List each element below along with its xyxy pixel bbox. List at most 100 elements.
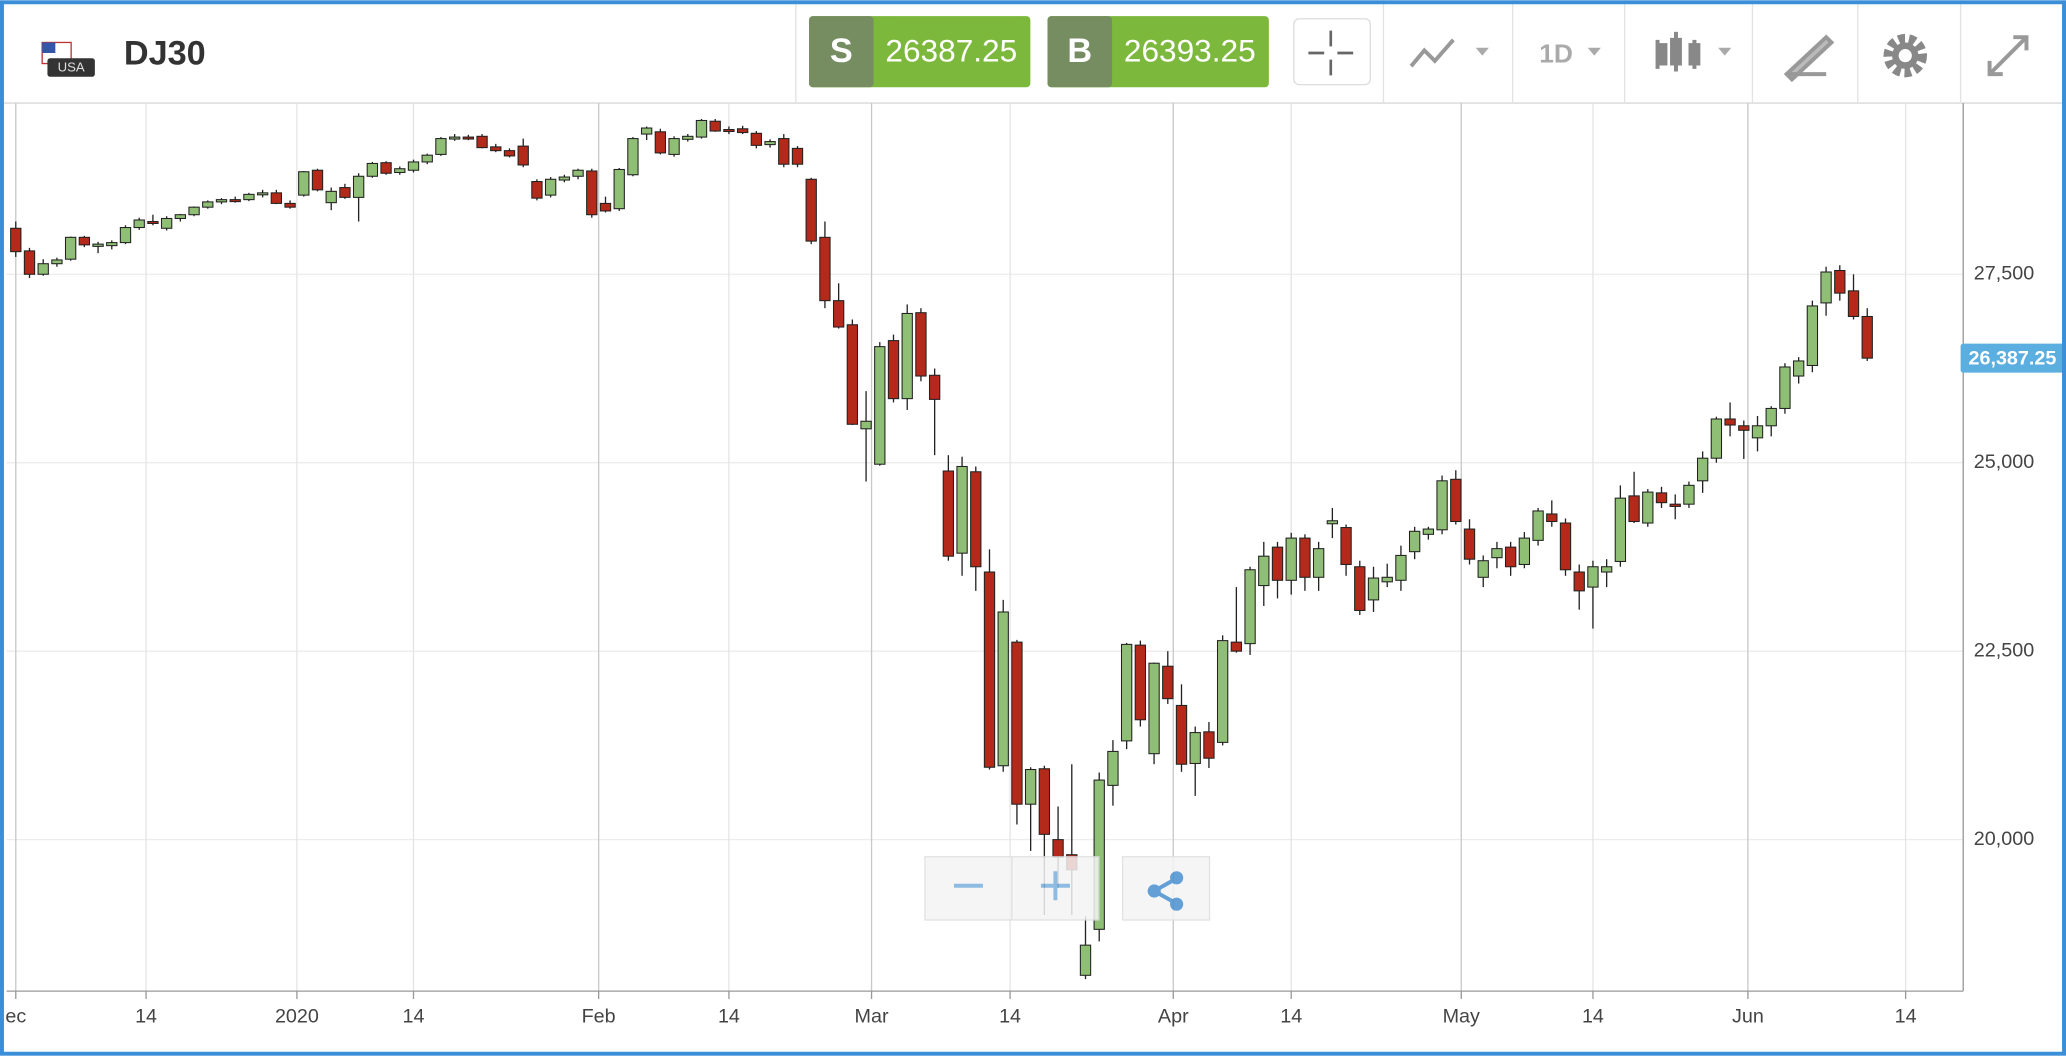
x-tick-label: May — [1443, 1006, 1480, 1028]
candle-body — [1834, 269, 1846, 294]
candle-body — [64, 236, 77, 260]
timeframe-button[interactable]: 1D — [1539, 39, 1601, 69]
candle-body — [1532, 510, 1544, 541]
candle-body — [394, 168, 406, 174]
settings-icon — [1883, 33, 1927, 78]
candle-body — [1038, 768, 1051, 835]
candle-body — [1271, 546, 1284, 581]
candle-body — [1504, 546, 1517, 568]
y-tick-label: 22,500 — [1974, 639, 2034, 661]
candle-body — [1381, 576, 1393, 583]
draw-icon — [1783, 34, 1835, 83]
separators — [1382, 0, 1962, 104]
candle-body — [284, 202, 296, 208]
share-button[interactable] — [1121, 856, 1211, 921]
candle-body — [1847, 290, 1860, 318]
fullscreen-button[interactable] — [1987, 35, 2029, 77]
candle-body — [366, 162, 379, 177]
candle-body — [256, 192, 269, 196]
candle-body — [586, 170, 598, 216]
crosshair-button[interactable] — [1293, 18, 1371, 86]
candle-body — [1052, 839, 1064, 858]
candle-body — [352, 175, 365, 198]
candle-body — [160, 217, 173, 229]
buy-button[interactable]: B 26393.25 — [1047, 16, 1269, 88]
candle-body — [668, 138, 680, 155]
candle-body — [1354, 566, 1366, 611]
candle-body — [1244, 569, 1256, 645]
candle-body — [1751, 425, 1764, 439]
candle-body — [531, 181, 543, 199]
candle-body — [846, 324, 859, 425]
candle-body — [819, 236, 831, 302]
candle-body — [407, 161, 420, 171]
indicator-button[interactable] — [1409, 38, 1489, 68]
candle-body — [928, 374, 941, 400]
candle-body — [1395, 554, 1407, 581]
x-tick-label: Jun — [1732, 1006, 1764, 1028]
candle-body — [1285, 537, 1297, 581]
candle-body — [325, 190, 337, 204]
x-tick-label: Mar — [855, 1006, 889, 1028]
candle-body — [1093, 779, 1105, 930]
candle-body — [983, 571, 996, 768]
candle-body — [106, 242, 118, 247]
share-dot — [1147, 884, 1161, 898]
candle-body — [229, 199, 241, 203]
crosshair-bg — [1293, 18, 1371, 86]
draw-button[interactable] — [1783, 34, 1835, 83]
candle-body — [942, 470, 955, 557]
candle-body — [1861, 315, 1873, 359]
x-tick-label: 14 — [403, 1006, 425, 1028]
candle-body — [1696, 457, 1709, 482]
zoom-in-button[interactable] — [1011, 856, 1100, 921]
candle-body — [23, 250, 36, 275]
candle-body — [380, 162, 392, 174]
candle-body — [1408, 530, 1421, 553]
share-dot — [1170, 871, 1184, 885]
candle-body — [1326, 520, 1339, 525]
candle-body — [1559, 522, 1572, 571]
candle-body — [1491, 548, 1503, 559]
settings-button[interactable] — [1883, 33, 1927, 78]
candle-body — [997, 611, 1009, 767]
candle-body — [119, 227, 132, 244]
buy-letter-bg — [1047, 16, 1113, 88]
settings-hole — [1898, 49, 1912, 63]
candle-body — [1079, 944, 1092, 976]
y-tick-label: 20,000 — [1974, 828, 2034, 850]
candle-body — [1134, 644, 1147, 721]
chart-type-button[interactable] — [1655, 31, 1732, 72]
candle-body — [435, 138, 447, 155]
candle-body — [147, 220, 159, 225]
candle-body — [695, 119, 708, 138]
dropdown-arrow — [1587, 47, 1601, 56]
x-tick-label: 14 — [1895, 1006, 1917, 1028]
share-bg — [1121, 856, 1211, 921]
symbol: DJ30 — [124, 35, 206, 73]
candle-body — [640, 127, 653, 135]
buy-letter: B — [1067, 32, 1092, 70]
candle-body — [654, 131, 667, 154]
sell-button[interactable]: S 26387.25 — [809, 16, 1031, 88]
candle-body — [1024, 768, 1037, 805]
dropdown-arrow — [1475, 47, 1489, 56]
flag: USA — [41, 41, 95, 77]
candle-body — [805, 178, 817, 242]
zoom-out-button[interactable] — [924, 856, 1013, 921]
candle-body — [339, 187, 351, 198]
y-tick-label: 27,500 — [1974, 262, 2034, 284]
candle-body — [188, 206, 200, 216]
fullscreen-icon — [1987, 35, 2029, 77]
candle-body — [1312, 548, 1325, 578]
x-tick-label: Apr — [1158, 1006, 1189, 1028]
price-marker — [1960, 343, 2066, 373]
candle-body — [311, 169, 324, 191]
crosshair-icon — [1308, 30, 1354, 76]
candle-body — [764, 141, 776, 146]
candle-body — [476, 135, 488, 149]
candle-body — [1162, 665, 1174, 700]
candle-body — [1642, 491, 1654, 524]
